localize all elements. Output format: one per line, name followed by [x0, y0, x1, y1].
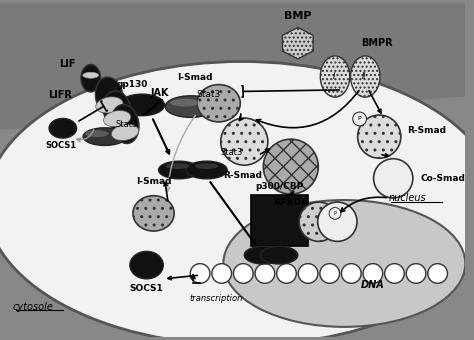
Ellipse shape — [83, 128, 126, 146]
Ellipse shape — [85, 130, 109, 137]
Text: LIFR: LIFR — [48, 90, 73, 100]
Ellipse shape — [104, 110, 131, 127]
Text: BMP: BMP — [284, 11, 311, 21]
Ellipse shape — [158, 161, 200, 179]
Text: P: P — [164, 156, 167, 162]
Circle shape — [277, 264, 296, 283]
Text: R-Smad: R-Smad — [223, 170, 262, 180]
Text: I: I — [333, 72, 335, 81]
Ellipse shape — [49, 118, 77, 138]
Circle shape — [358, 115, 401, 158]
Text: SOCS1: SOCS1 — [130, 284, 164, 293]
Circle shape — [318, 202, 357, 241]
Text: Stat3: Stat3 — [196, 90, 220, 99]
Text: P: P — [334, 211, 337, 216]
Ellipse shape — [0, 62, 474, 340]
Text: p300/CBP: p300/CBP — [255, 182, 303, 191]
Polygon shape — [283, 28, 313, 59]
Circle shape — [363, 264, 383, 283]
Circle shape — [212, 264, 231, 283]
Ellipse shape — [130, 251, 163, 279]
Circle shape — [329, 207, 341, 219]
Text: R-Smad: R-Smad — [407, 126, 446, 135]
Circle shape — [255, 264, 275, 283]
Text: cytosole: cytosole — [12, 302, 53, 312]
Circle shape — [221, 118, 268, 165]
Ellipse shape — [95, 77, 123, 116]
Circle shape — [374, 159, 413, 198]
Circle shape — [264, 139, 319, 194]
Text: II: II — [362, 72, 366, 81]
Text: Stat3: Stat3 — [220, 148, 243, 157]
Text: P: P — [358, 117, 361, 121]
Text: P: P — [216, 156, 220, 162]
Circle shape — [298, 264, 318, 283]
Text: I-Smad: I-Smad — [136, 177, 171, 186]
Ellipse shape — [81, 65, 100, 92]
Text: SOCS1: SOCS1 — [46, 141, 76, 150]
FancyBboxPatch shape — [251, 194, 308, 245]
Text: BMPR: BMPR — [361, 38, 393, 48]
Ellipse shape — [261, 246, 298, 264]
Circle shape — [406, 264, 426, 283]
Text: gp130: gp130 — [117, 80, 148, 89]
Text: DNA: DNA — [360, 280, 384, 290]
Text: JAK: JAK — [150, 88, 169, 98]
Ellipse shape — [223, 200, 465, 327]
Ellipse shape — [111, 124, 139, 140]
Ellipse shape — [186, 161, 227, 179]
Ellipse shape — [320, 56, 350, 97]
Ellipse shape — [195, 163, 219, 169]
Ellipse shape — [170, 99, 200, 106]
Ellipse shape — [351, 56, 380, 97]
Polygon shape — [0, 3, 465, 130]
Circle shape — [234, 264, 253, 283]
Text: transcription: transcription — [190, 294, 243, 303]
Text: LIF: LIF — [59, 59, 75, 69]
Text: Co-Smad: Co-Smad — [421, 174, 465, 183]
Ellipse shape — [103, 91, 131, 130]
Circle shape — [299, 202, 338, 241]
Ellipse shape — [165, 163, 189, 169]
Ellipse shape — [83, 72, 99, 78]
Text: Stat3: Stat3 — [115, 120, 137, 129]
Text: nucleus: nucleus — [388, 193, 426, 203]
Text: APRO6: APRO6 — [273, 198, 308, 206]
Circle shape — [341, 264, 361, 283]
Polygon shape — [0, 3, 465, 337]
Circle shape — [320, 264, 339, 283]
Ellipse shape — [96, 97, 123, 113]
Ellipse shape — [197, 85, 240, 122]
Ellipse shape — [119, 94, 164, 116]
Ellipse shape — [165, 96, 216, 117]
Text: I-Smad: I-Smad — [177, 73, 213, 82]
Ellipse shape — [244, 246, 282, 264]
Ellipse shape — [133, 196, 174, 231]
Ellipse shape — [111, 105, 139, 143]
Circle shape — [384, 264, 404, 283]
Circle shape — [353, 112, 366, 126]
Circle shape — [428, 264, 447, 283]
Circle shape — [190, 264, 210, 283]
